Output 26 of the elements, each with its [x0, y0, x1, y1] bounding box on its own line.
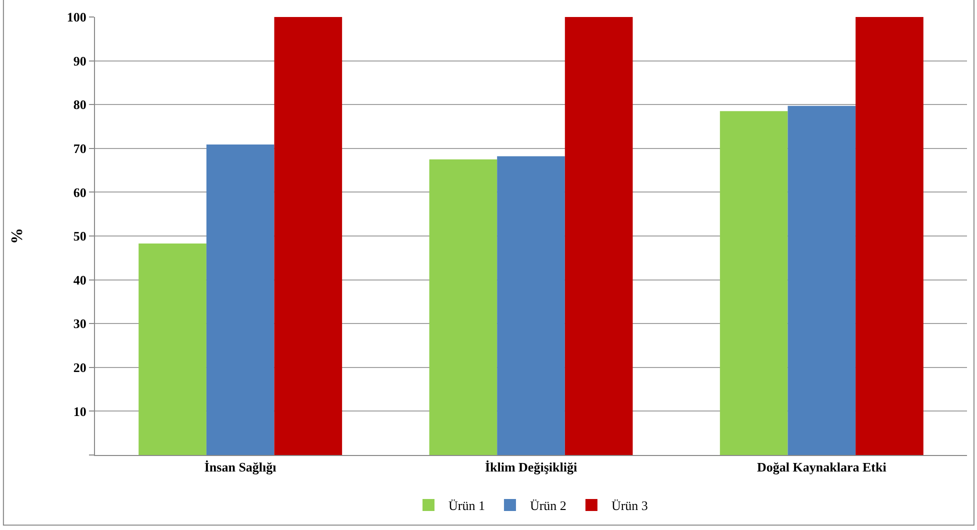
y-tick-label: 10 [73, 404, 86, 419]
bar [206, 144, 274, 455]
y-tick-label: 30 [73, 316, 86, 332]
bar [720, 111, 788, 455]
y-tick-label: 70 [73, 140, 86, 156]
bar [788, 106, 856, 455]
x-tick-label: İklim Değişikliği [484, 460, 578, 475]
x-tick-label: Doğal Kaynaklara Etki [757, 460, 887, 475]
legend-label: Ürün 3 [611, 498, 648, 514]
bar [856, 17, 924, 455]
bar [274, 17, 342, 455]
y-axis-title: % [8, 228, 26, 244]
y-tick-label: 80 [73, 97, 86, 112]
legend-label: Ürün 1 [448, 498, 485, 514]
y-tick-label: 100 [66, 10, 86, 25]
y-tick-label: 20 [73, 360, 86, 375]
legend-label: Ürün 2 [530, 498, 566, 514]
bar [138, 243, 206, 455]
x-tick-label: İnsan Sağlığı [204, 460, 277, 475]
y-tick-label: 40 [73, 272, 86, 288]
y-tick-label: 50 [73, 228, 86, 244]
y-tick-label: 90 [73, 53, 86, 68]
bar [429, 159, 498, 455]
y-tick-label: 60 [73, 184, 86, 200]
bar [564, 17, 633, 455]
bar [497, 156, 565, 455]
